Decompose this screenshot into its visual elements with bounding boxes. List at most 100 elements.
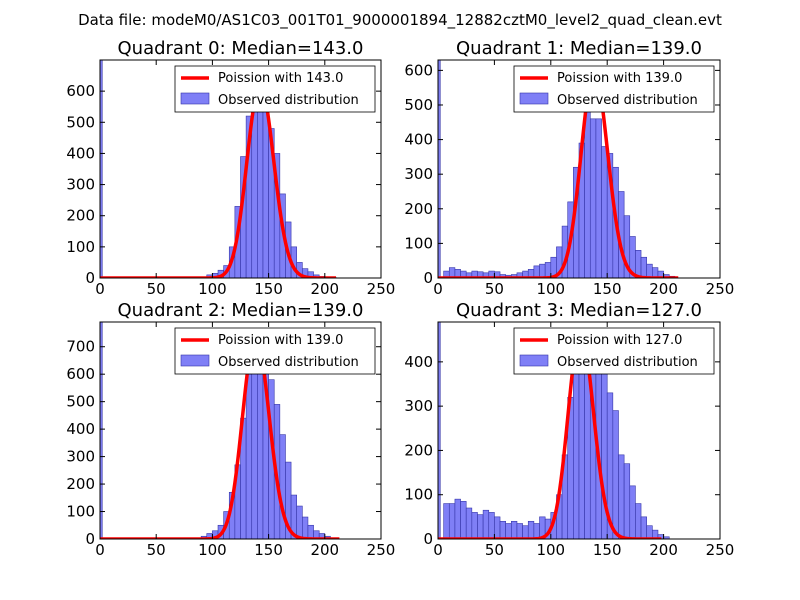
histogram-bar xyxy=(539,263,546,278)
figure-title: Data file: modeM0/AS1C03_001T01_90000018… xyxy=(78,11,722,30)
y-tick-label: 0 xyxy=(423,530,433,548)
y-tick-label: 300 xyxy=(66,448,95,466)
histogram-bar xyxy=(477,514,484,539)
axes-frame xyxy=(437,321,721,540)
x-tick-label: 50 xyxy=(485,541,504,559)
plot-area xyxy=(100,322,341,539)
histogram-bar xyxy=(488,512,495,539)
chart-panel-1: Quadrant 1: Median=139.0 0 50 100 150 200 250 0… xyxy=(404,38,734,298)
histogram-bar xyxy=(516,523,523,539)
x-tick-label: 50 xyxy=(147,280,166,298)
y-tick-label: 0 xyxy=(85,269,95,287)
histogram-bar xyxy=(623,463,631,539)
legend: Poission with 127.0 Observed distribution xyxy=(513,327,715,375)
histogram-bar xyxy=(527,520,535,539)
histogram-bar xyxy=(251,357,258,539)
histogram-bar xyxy=(533,523,540,539)
histogram-bar xyxy=(646,263,653,278)
histogram-bar xyxy=(471,512,478,539)
y-tick-label: 200 xyxy=(66,475,95,493)
x-tick-label: 100 xyxy=(536,541,565,559)
axes-frame xyxy=(99,321,382,540)
histogram-bar xyxy=(640,516,647,539)
histogram-bar xyxy=(494,516,501,539)
y-tick-label: 400 xyxy=(404,131,433,149)
y-tick-label: 100 xyxy=(404,234,433,252)
legend-box xyxy=(513,327,715,375)
histogram-bar xyxy=(100,322,103,539)
plot-area xyxy=(100,60,337,278)
legend-bar-swatch xyxy=(180,92,210,105)
x-tick-label: 100 xyxy=(198,280,227,298)
histogram-bar xyxy=(533,265,540,278)
y-tick-label: 400 xyxy=(66,420,95,438)
x-tick-label: 200 xyxy=(310,280,339,298)
x-tick-label: 250 xyxy=(706,280,735,298)
x-tick-label: 150 xyxy=(254,541,283,559)
y-tick-label: 0 xyxy=(85,530,95,548)
x-tick-label: 150 xyxy=(254,280,283,298)
histogram-bar xyxy=(595,118,602,278)
x-tick-label: 50 xyxy=(147,541,166,559)
legend: Poission with 143.0 Observed distribution xyxy=(174,65,376,113)
y-tick-label: 600 xyxy=(66,365,95,383)
poisson-line xyxy=(438,329,662,539)
histogram-bar xyxy=(601,146,608,278)
histogram-bar xyxy=(245,373,253,539)
legend-box xyxy=(513,65,715,113)
y-tick-label: 600 xyxy=(66,82,95,100)
legend-label-observed: Observed distribution xyxy=(218,355,359,370)
histogram-bar xyxy=(302,516,309,539)
histogram-bar xyxy=(584,111,591,278)
y-tick-label: 200 xyxy=(404,200,433,218)
y-tick-label: 100 xyxy=(66,503,95,521)
histogram-bar xyxy=(511,520,518,539)
legend-label-poisson: Poission with 127.0 xyxy=(557,333,682,348)
y-tick-label: 300 xyxy=(66,176,95,194)
y-tick-label: 700 xyxy=(66,338,95,356)
x-tick-label: 250 xyxy=(367,541,396,559)
chart-panel-3: Quadrant 3: Median=127.0 0 50 100 150 200 250 0… xyxy=(404,300,734,559)
x-tick-label: 200 xyxy=(310,541,339,559)
chart-panel-0: Quadrant 0: Median=143.0 0 50 100 150 200 250 0… xyxy=(66,38,395,298)
y-tick-label: 200 xyxy=(66,207,95,225)
histogram-bar xyxy=(499,520,506,539)
histogram-bar xyxy=(100,60,103,278)
histogram-bar xyxy=(589,118,597,278)
legend-bar-swatch xyxy=(519,354,549,367)
chart-panel-2: Quadrant 2: Median=139.0 0 50 100 150 200 250 0… xyxy=(66,300,395,559)
histogram-bar xyxy=(522,525,529,539)
legend-label-observed: Observed distribution xyxy=(557,355,698,370)
histogram-bar xyxy=(257,346,264,539)
histogram-bar xyxy=(279,434,286,539)
y-tick-label: 500 xyxy=(404,96,433,114)
x-tick-label: 50 xyxy=(485,280,504,298)
y-tick-label: 0 xyxy=(423,269,433,287)
panel-title: Quadrant 0: Median=143.0 xyxy=(118,38,364,59)
axes-frame xyxy=(99,59,382,279)
legend-box xyxy=(174,327,376,375)
histogram-bar xyxy=(482,509,490,539)
legend-box xyxy=(174,65,376,113)
histogram-bar xyxy=(257,90,264,278)
histogram-bar xyxy=(573,357,580,539)
histogram-bar xyxy=(635,250,642,278)
poisson-line xyxy=(438,70,679,278)
legend-label-observed: Observed distribution xyxy=(218,93,359,108)
chart-panels: Quadrant 0: Median=143.0 0 50 100 150 200 250 0… xyxy=(66,38,734,559)
x-tick-label: 200 xyxy=(649,541,678,559)
histogram-bar xyxy=(646,525,653,539)
x-tick-label: 0 xyxy=(95,541,105,559)
histogram-bar xyxy=(505,523,512,539)
legend: Poission with 139.0 Observed distribution xyxy=(174,327,376,375)
histogram-bar xyxy=(438,60,441,278)
x-tick-label: 250 xyxy=(367,280,396,298)
x-tick-label: 100 xyxy=(198,541,227,559)
panel-title: Quadrant 2: Median=139.0 xyxy=(118,300,364,321)
histogram-bar xyxy=(307,524,314,539)
y-tick-label: 600 xyxy=(404,61,433,79)
y-tick-label: 500 xyxy=(66,113,95,131)
y-tick-label: 300 xyxy=(404,397,433,415)
y-tick-label: 400 xyxy=(404,353,433,371)
